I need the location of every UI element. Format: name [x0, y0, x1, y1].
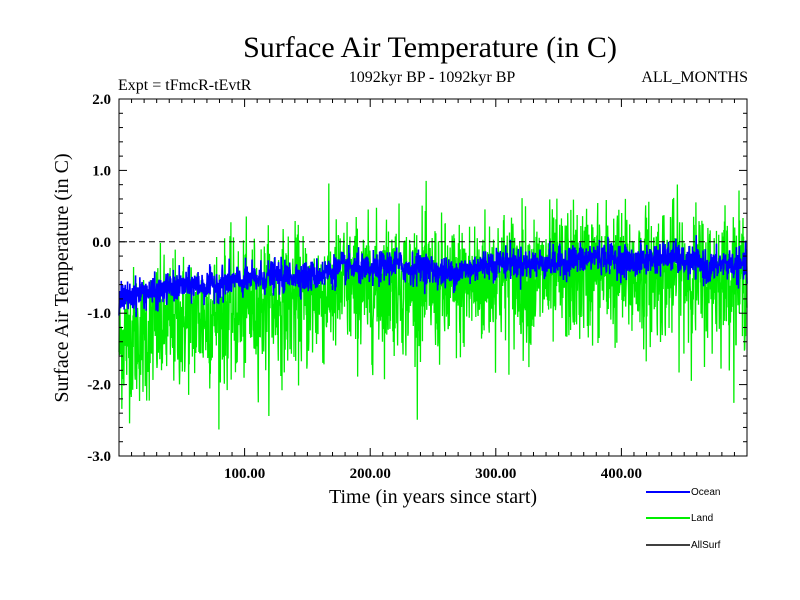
x-axis-label: Time (in years since start)	[329, 486, 537, 508]
x-tick-label: 400.00	[601, 466, 642, 482]
series-line-ocean	[118, 235, 748, 318]
legend: Ocean Land AllSurf	[646, 487, 721, 551]
legend-entry-land: Land	[646, 513, 713, 524]
y-tick-label: 1.0	[92, 163, 111, 179]
experiment-label: Expt = tFmcR-tEvtR	[118, 77, 252, 94]
legend-label-land: Land	[691, 513, 713, 524]
ticks-layer: 100.00 200.00 300.00 400.00 -3.0 -2.0 -1.0 0.0 1…	[87, 92, 747, 482]
x-tick-label: 200.00	[350, 466, 391, 482]
legend-entry-allsurf: AllSurf	[646, 540, 721, 551]
y-tick-label: -1.0	[87, 306, 111, 322]
y-tick-label: -2.0	[87, 378, 111, 394]
legend-entry-ocean: Ocean	[646, 487, 720, 498]
y-tick-label: 2.0	[92, 92, 111, 108]
chart-title: Surface Air Temperature (in C)	[243, 31, 617, 64]
legend-label-allsurf: AllSurf	[691, 540, 721, 551]
time-range-label: 1092kyr BP - 1092kyr BP	[349, 69, 516, 86]
y-tick-label: -3.0	[87, 449, 111, 465]
y-axis-label: Surface Air Temperature (in C)	[51, 153, 73, 402]
plot-area: 100.00 200.00 300.00 400.00 -3.0 -2.0 -1.0 0.0 1…	[87, 92, 748, 482]
x-tick-label: 300.00	[475, 466, 516, 482]
x-tick-label: 100.00	[224, 466, 265, 482]
series-layer	[118, 180, 748, 430]
months-label: ALL_MONTHS	[641, 69, 748, 86]
y-tick-label: 0.0	[92, 235, 111, 251]
legend-label-ocean: Ocean	[691, 487, 720, 498]
